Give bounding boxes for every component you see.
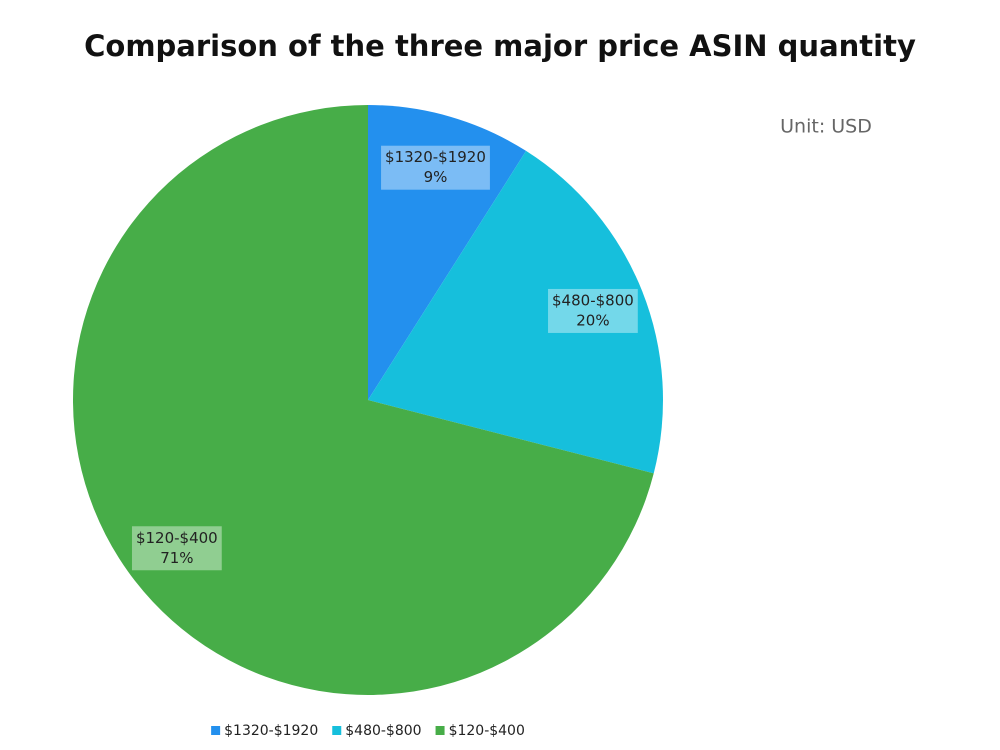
label-box [548, 288, 638, 333]
pie-slice [368, 150, 663, 474]
pie-slice [73, 105, 654, 695]
legend-label: $480-$800 [345, 723, 421, 739]
label-value: 9% [424, 168, 448, 186]
data-label: $1320-$1920 9% [381, 145, 490, 190]
label-category: $1320-$1920 [385, 148, 486, 166]
legend-label: $120-$400 [449, 723, 525, 739]
legend-swatch [332, 726, 342, 735]
unit-note: Unit: USD [780, 116, 872, 138]
label-category: $120-$400 [136, 529, 218, 547]
legend-swatch [435, 726, 445, 735]
data-label: $480-$800 20% [548, 288, 638, 333]
label-category: $480-$800 [552, 291, 634, 309]
data-label: $120-$400 71% [131, 526, 222, 571]
legend-label: $1320-$1920 [224, 723, 318, 739]
legend: $1320-$1920 $480-$800 $120-$400 [211, 723, 525, 739]
label-value: 71% [160, 549, 193, 567]
label-box [381, 145, 490, 190]
label-box [131, 526, 222, 571]
legend-swatch [211, 726, 221, 735]
chart-title: Comparison of the three major price ASIN… [84, 29, 916, 63]
label-value: 20% [576, 311, 609, 329]
pie-slice [368, 105, 527, 400]
